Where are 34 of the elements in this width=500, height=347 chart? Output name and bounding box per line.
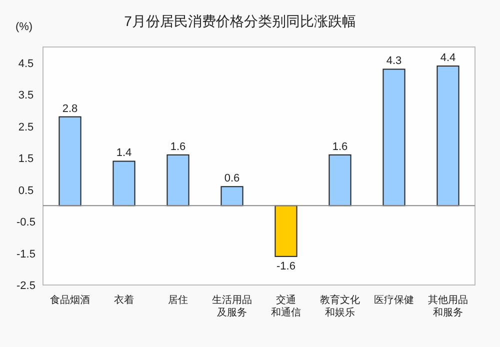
y-tick-label: -2.5 xyxy=(16,280,36,292)
y-tick-label: -1.5 xyxy=(16,248,36,260)
bar xyxy=(328,154,352,206)
x-tick-label: 生活用品及服务 xyxy=(212,294,252,318)
bar xyxy=(166,154,190,206)
data-label: 0.6 xyxy=(224,172,240,185)
data-label: 1.6 xyxy=(170,140,186,153)
y-tick-label: -0.5 xyxy=(16,216,36,229)
data-label: 4.3 xyxy=(386,55,402,68)
bar xyxy=(274,205,298,257)
data-label: 4.4 xyxy=(440,52,456,64)
x-tick-label: 居住 xyxy=(168,295,188,306)
y-axis-title: (%) xyxy=(15,21,33,33)
bar xyxy=(58,116,82,206)
y-tick-label: 4.5 xyxy=(18,58,34,70)
y-tick-label: 0.5 xyxy=(18,184,34,197)
y-tick-label: 1.5 xyxy=(18,153,34,166)
y-tick-label: 2.5 xyxy=(18,121,34,134)
y-tick-label: 3.5 xyxy=(18,90,34,102)
x-tick-label: 医疗保健 xyxy=(374,294,414,306)
x-tick-label: 其他用品和服务 xyxy=(428,294,468,318)
data-label: -1.6 xyxy=(276,260,296,272)
x-tick-label: 衣着 xyxy=(114,294,134,306)
bar xyxy=(220,186,244,206)
x-tick-label: 教育文化和娱乐 xyxy=(320,294,360,318)
data-label: 1.6 xyxy=(332,140,348,153)
data-label: 1.4 xyxy=(116,147,132,160)
chart-title: 7月份居民消费价格分类别同比涨跌幅 xyxy=(124,13,356,29)
data-label: 2.8 xyxy=(62,102,78,115)
x-tick-label: 交通和通信 xyxy=(271,294,301,318)
bar xyxy=(436,66,460,206)
bar xyxy=(382,68,406,206)
x-tick-label: 食品烟酒 xyxy=(50,294,90,306)
bar xyxy=(112,160,136,206)
